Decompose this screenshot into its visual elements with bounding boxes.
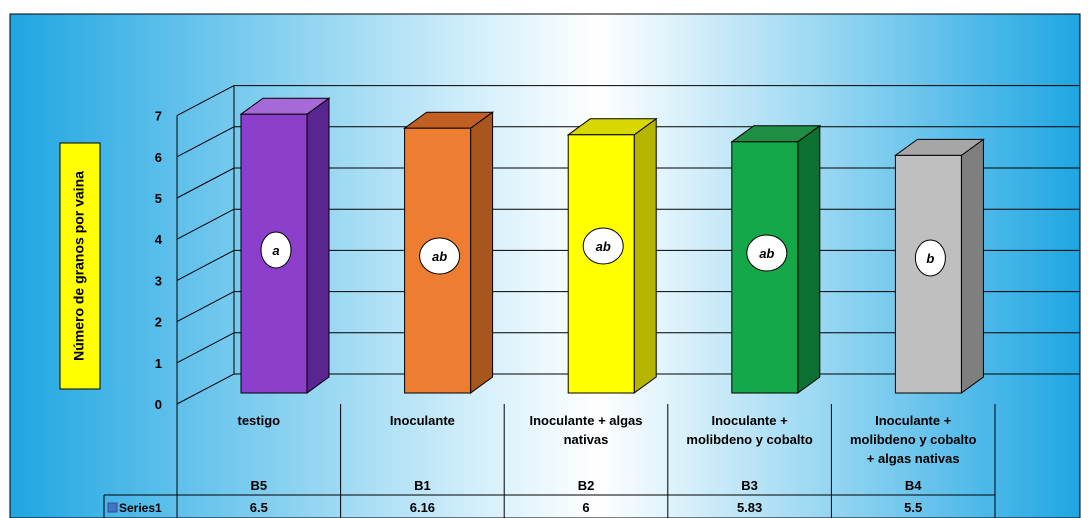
significance-label-bubble: [582, 227, 624, 265]
gridline-diagonal: [176, 126, 235, 158]
significance-label-bubble: [419, 237, 461, 275]
floor-edge: [176, 373, 235, 405]
significance-letter: a: [272, 243, 279, 258]
y-tick-label: 3: [155, 273, 162, 288]
bars: a ab ab ab b: [239, 97, 985, 394]
significance-letter: ab: [759, 246, 774, 261]
category-label: Inoculante +: [875, 413, 952, 428]
significance-label-bubble: [260, 231, 292, 269]
y-tick-label: 0: [155, 397, 162, 412]
value-label: 6: [582, 500, 589, 515]
significance-letter: ab: [432, 249, 447, 264]
category-label: Inoculante + algas: [529, 413, 642, 428]
category-label: testigo: [237, 413, 280, 428]
bar-side: [470, 111, 494, 394]
y-tick-label: 1: [155, 356, 162, 371]
legend-key: [107, 502, 118, 513]
legend-series-name: Series1: [119, 501, 162, 515]
value-label: 6.16: [410, 500, 435, 515]
y-tick-label: 5: [155, 191, 162, 206]
gridline-diagonal: [176, 291, 235, 323]
y-axis-title: Número de granos por vaina: [59, 142, 101, 390]
significance-letter: b: [926, 251, 934, 266]
bar-side: [306, 97, 330, 394]
bar: ab: [730, 124, 822, 394]
category-code: B5: [250, 478, 267, 493]
value-label: 5.5: [904, 500, 922, 515]
y-tick-label: 6: [155, 150, 162, 165]
value-label: 5.83: [737, 500, 762, 515]
category-label: Inoculante +: [711, 413, 788, 428]
bar-side: [960, 138, 984, 394]
y-axis: 0 1 2 3 4 5 6 7: [155, 109, 178, 412]
category-label: nativas: [564, 432, 609, 447]
bar: b: [893, 138, 985, 394]
significance-label-bubble: [746, 234, 788, 272]
category-code: B4: [905, 478, 922, 493]
category-code: B1: [414, 478, 431, 493]
y-tick-label: 7: [155, 109, 162, 124]
bar: ab: [403, 111, 495, 394]
category-label: Inoculante: [390, 413, 455, 428]
significance-label-bubble: [914, 239, 946, 277]
y-axis-label: Número de granos por vaina: [71, 171, 87, 361]
category-label: + algas nativas: [867, 451, 960, 466]
gridline-diagonal: [176, 249, 235, 281]
y-tick-label: 4: [155, 232, 163, 247]
gridline-diagonal: [176, 85, 235, 117]
y-tick-label: 2: [155, 315, 162, 330]
significance-letter: ab: [596, 239, 611, 254]
bar-side: [633, 117, 657, 394]
gridline-diagonal: [176, 208, 235, 240]
category-code: B3: [741, 478, 758, 493]
gridline-diagonal: [176, 167, 235, 199]
bar-side: [797, 124, 821, 394]
bar: a: [239, 97, 331, 394]
category-code: B2: [578, 478, 595, 493]
category-label: molibdeno y cobalto: [850, 432, 976, 447]
bar: ab: [566, 117, 658, 394]
value-label: 6.5: [250, 500, 268, 515]
data-table: Series1 testigo B5 6.5 Inoculante B1 6.16 Inocu…: [103, 404, 996, 518]
gridline-diagonal: [176, 332, 235, 364]
category-label: molibdeno y cobalto: [686, 432, 812, 447]
